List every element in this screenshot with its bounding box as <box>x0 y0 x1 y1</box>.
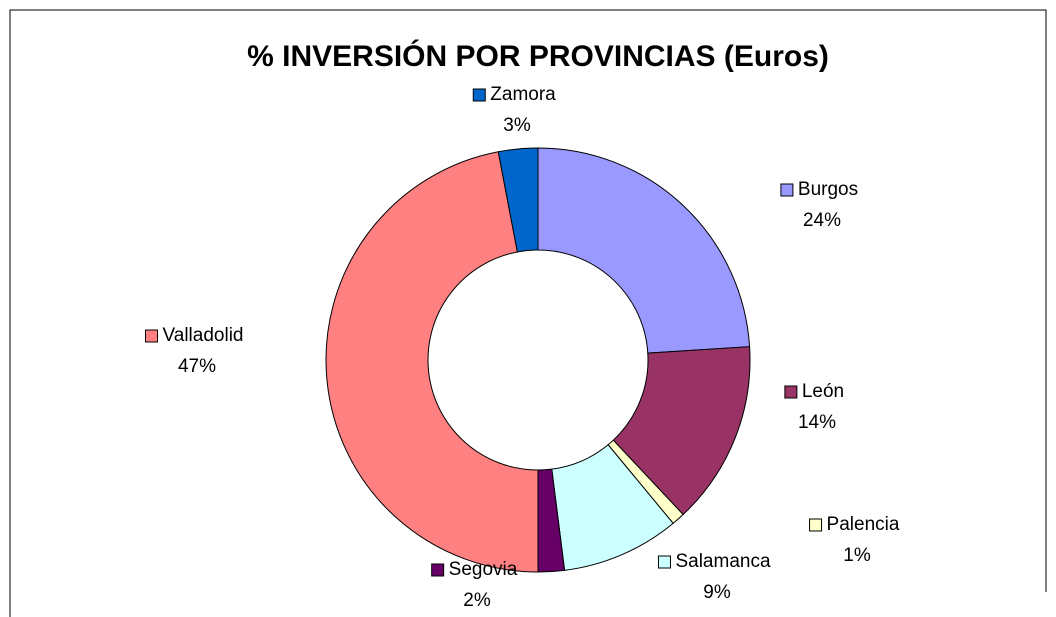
legend-key <box>780 183 794 197</box>
chart-frame <box>9 9 1047 617</box>
donut-slice <box>537 147 751 354</box>
slice-name: Palencia <box>827 514 900 535</box>
donut-slice <box>497 147 539 253</box>
legend-key <box>784 385 798 399</box>
slice-name: León <box>802 381 844 402</box>
slice-value-label: 1% <box>843 545 871 566</box>
donut-slice <box>325 151 539 573</box>
legend-key <box>472 88 486 102</box>
legend-key <box>657 555 671 569</box>
chart-title: % INVERSIÓN POR PROVINCIAS (Euros) <box>247 39 829 73</box>
slice-value-label: 2% <box>463 590 491 611</box>
slice-value-label: 47% <box>178 356 216 377</box>
slice-value-label: 14% <box>798 412 836 433</box>
slice-name: Salamanca <box>675 551 770 572</box>
legend-key <box>431 563 445 577</box>
slice-value-label: 9% <box>703 582 731 603</box>
slice-name: Zamora <box>490 84 556 105</box>
slice-name: Segovia <box>449 559 518 580</box>
slice-name: Valladolid <box>163 325 244 346</box>
slice-name: Burgos <box>798 179 858 200</box>
legend-key <box>809 518 823 532</box>
slice-value-label: 3% <box>503 115 531 136</box>
legend-key <box>145 329 159 343</box>
slice-value-label: 24% <box>803 210 841 231</box>
